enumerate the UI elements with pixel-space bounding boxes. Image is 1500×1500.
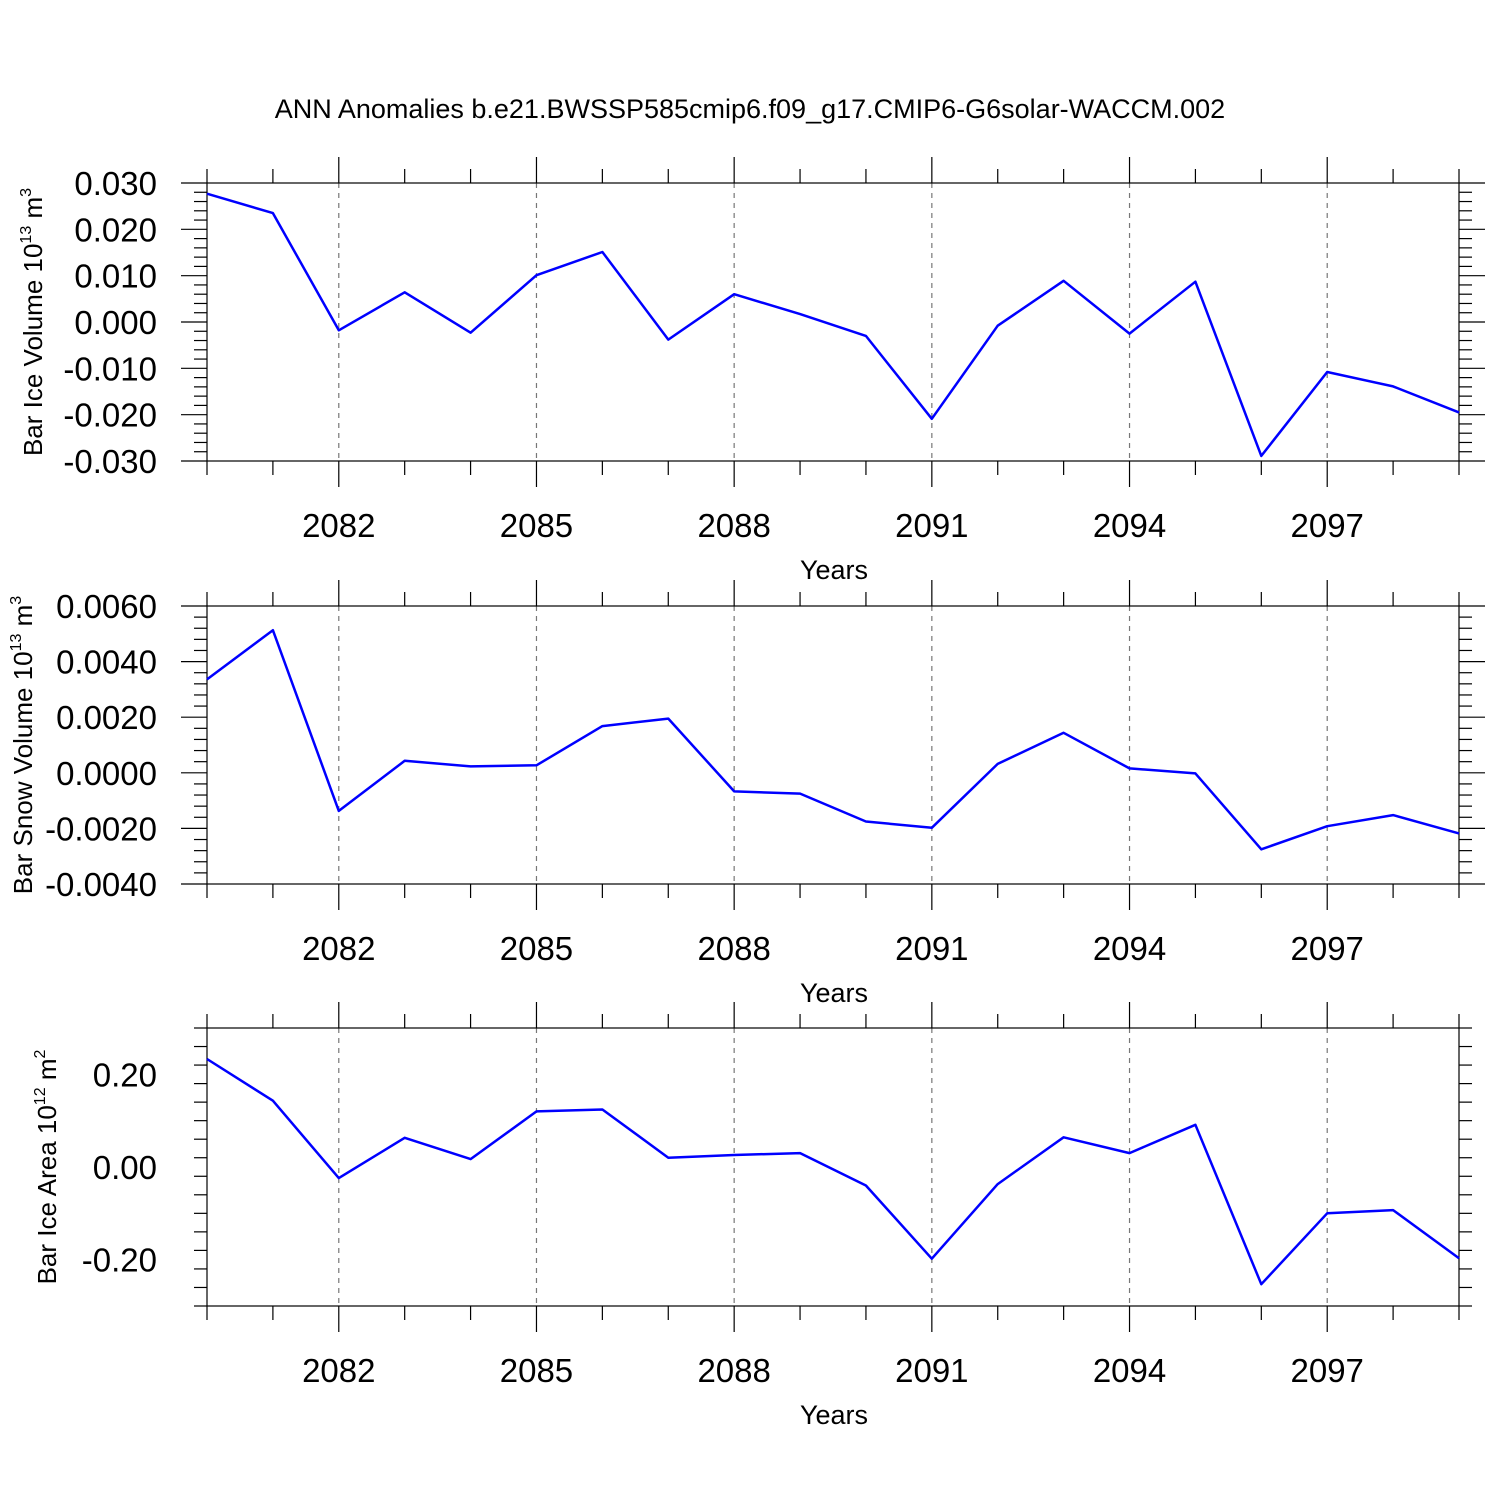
series-line	[206, 628, 1460, 851]
x-tick-label: 2091	[895, 930, 968, 967]
chart-title: ANN Anomalies b.e21.BWSSP585cmip6.f09_g1…	[275, 94, 1225, 124]
y-axis-label-superscript: 12	[32, 1087, 49, 1105]
y-tick-label: 0.010	[74, 258, 157, 295]
y-axis-label: Bar Snow Volume 1013 m3	[8, 596, 38, 895]
x-tick-label: 2085	[500, 1352, 573, 1389]
y-tick-label: -0.0040	[45, 866, 157, 903]
y-axis-label: Bar Ice Area 1012 m2	[32, 1049, 62, 1284]
series-line	[206, 192, 1460, 458]
y-tick-label: -0.20	[82, 1242, 157, 1279]
x-tick-label: 2088	[697, 507, 770, 544]
y-axis-label-superscript: 3	[8, 596, 25, 605]
x-axis-label: Years	[800, 1400, 868, 1430]
y-axis-label: Bar Ice Volume 1013 m3	[18, 188, 48, 456]
x-tick-label: 2097	[1290, 507, 1363, 544]
x-tick-label: 2082	[302, 930, 375, 967]
y-tick-label: -0.0020	[45, 810, 157, 847]
x-tick-label: 2088	[697, 1352, 770, 1389]
y-axis-label-superscript: 3	[18, 188, 35, 197]
y-axis-label-superscript: 13	[8, 633, 25, 651]
y-tick-label: -0.010	[63, 350, 157, 387]
x-axis-label: Years	[800, 978, 868, 1008]
y-axis-label-part: m	[32, 1058, 62, 1087]
x-tick-label: 2097	[1290, 1352, 1363, 1389]
y-axis-label-superscript: 13	[18, 226, 35, 244]
y-axis-label-part: m	[8, 605, 38, 634]
y-tick-label: 0.030	[74, 165, 157, 202]
y-axis-label-part: Bar Ice Volume 10	[18, 244, 48, 456]
y-tick-label: 0.20	[93, 1056, 157, 1093]
y-axis-label-part: Bar Snow Volume 10	[8, 651, 38, 894]
y-tick-label: 0.00	[93, 1149, 157, 1186]
panel-2: -0.0040 -0.0020 0.0000 0.0020 0.0040 0.0060 20…	[8, 580, 1485, 1008]
x-tick-label: 2094	[1093, 507, 1166, 544]
panel-1: -0.030 -0.020 -0.010 0.000 0.010 0.020 0.030 20…	[18, 157, 1485, 585]
panel-3: -0.20 0.00 0.20 2082 2085 2088 2091 2094 2097 Yea…	[32, 1002, 1472, 1430]
x-tick-label: 2091	[895, 1352, 968, 1389]
x-tick-label: 2091	[895, 507, 968, 544]
y-tick-label: 0.000	[74, 304, 157, 341]
plot-frame	[206, 1027, 1460, 1307]
y-tick-label: 0.020	[74, 211, 157, 248]
series-line	[206, 1057, 1460, 1286]
x-tick-label: 2082	[302, 507, 375, 544]
y-tick-label: 0.0040	[56, 644, 157, 681]
x-tick-label: 2094	[1093, 930, 1166, 967]
x-tick-label: 2088	[697, 930, 770, 967]
plot-frame	[206, 182, 1460, 462]
y-tick-label: -0.030	[63, 443, 157, 480]
plot-frame	[206, 605, 1460, 885]
x-tick-label: 2082	[302, 1352, 375, 1389]
y-axis-label-superscript: 2	[32, 1049, 49, 1058]
y-tick-label: -0.020	[63, 397, 157, 434]
y-tick-label: 0.0020	[56, 699, 157, 736]
x-tick-label: 2085	[500, 930, 573, 967]
x-tick-label: 2097	[1290, 930, 1363, 967]
y-tick-label: 0.0000	[56, 755, 157, 792]
y-tick-label: 0.0060	[56, 588, 157, 625]
x-tick-label: 2085	[500, 507, 573, 544]
x-tick-label: 2094	[1093, 1352, 1166, 1389]
chart-panels: -0.030-0.020-0.0100.0000.0100.0200.03020…	[8, 157, 1485, 1430]
y-axis-label-part: Bar Ice Area 10	[32, 1105, 62, 1284]
y-axis-label-part: m	[18, 197, 48, 226]
x-axis-label: Years	[800, 555, 868, 585]
